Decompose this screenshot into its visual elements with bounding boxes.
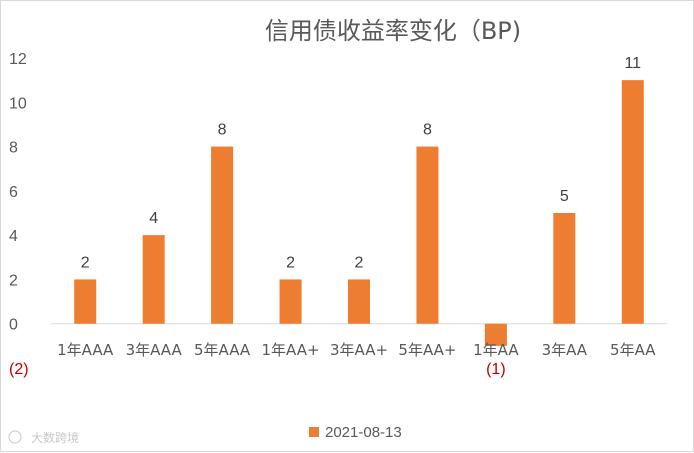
bar [416,146,439,324]
x-tick-label: 5年AA+ [398,341,456,359]
data-label: 5 [560,188,569,205]
chart-title: 信用债收益率变化（BP) [265,17,521,45]
y-tick-label: (2) [9,361,29,378]
data-label: 2 [286,254,295,271]
bar-series [74,80,644,346]
bar [279,279,302,324]
data-labels: 2 4 8 2 2 8 (1) 5 11 [81,55,641,378]
data-label: 11 [624,55,641,72]
bar [74,279,97,324]
x-tick-label: 3年AA+ [330,341,388,359]
bar [211,146,234,324]
x-tick-label: 5年AAA [194,341,251,359]
x-tick-label: 1年AA+ [262,341,320,359]
bar [621,80,644,324]
data-label: 4 [149,210,158,227]
data-label: (1) [486,361,506,378]
x-tick-label: 3年AAA [126,341,183,359]
bar [142,235,165,324]
data-label: 2 [355,254,364,271]
y-tick-label: 8 [9,140,18,157]
y-axis-ticks: (2) 0 2 4 6 8 10 12 [9,51,29,378]
watermark-logo-icon [8,430,22,444]
y-tick-label: 4 [9,228,18,245]
bar [348,279,370,324]
watermark-text: 大数跨境 [31,430,79,445]
x-tick-label: 3年AA [542,341,588,359]
y-tick-label: 6 [9,184,18,201]
data-label: 8 [423,122,432,139]
y-tick-label: 0 [9,317,18,334]
legend: 2021-08-13 [309,424,402,441]
x-axis-labels: 1年AAA 3年AAA 5年AAA 1年AA+ 3年AA+ 5年AA+ 1年AA 3年AA 5年… [57,341,656,359]
y-tick-label: 2 [9,272,18,289]
data-label: 8 [218,122,227,139]
x-tick-label: 1年AAA [57,341,114,359]
data-label: 2 [81,254,90,271]
legend-label: 2021-08-13 [325,424,402,441]
x-tick-label: 5年AA [610,341,656,359]
bar [553,213,576,324]
y-tick-label: 10 [9,95,27,112]
x-tick-label: 1年AA [473,341,519,359]
watermark: 大数跨境 [8,430,79,445]
y-tick-label: 12 [9,51,27,68]
bar [484,323,507,346]
legend-swatch [309,427,319,437]
